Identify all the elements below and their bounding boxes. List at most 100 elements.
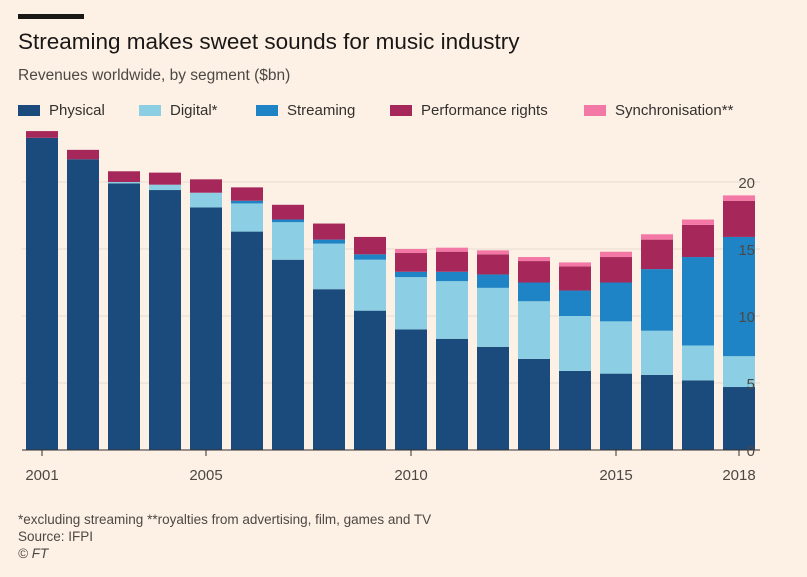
bar-2018-digital (723, 356, 755, 388)
bar-2009-performance-rights (354, 236, 386, 255)
bar-2005-performance-rights (190, 179, 222, 193)
bar-2006-streaming (231, 200, 263, 204)
legend-label-digital: Digital* (170, 102, 218, 119)
bar-2015-synchronisation (600, 251, 632, 258)
bar-2007-digital (272, 222, 304, 260)
chart-title: Streaming makes sweet sounds for music i… (18, 29, 520, 54)
x-tick-label-2010: 2010 (394, 467, 427, 484)
legend-swatch-digital (139, 105, 161, 116)
bar-2016-performance-rights (641, 239, 673, 270)
bar-2009-physical (354, 310, 386, 450)
legend-item-streaming: Streaming (256, 102, 355, 119)
bar-2002-performance-rights (67, 149, 99, 160)
bar-2018-synchronisation (723, 195, 755, 201)
bar-2018-streaming (723, 236, 755, 357)
bar-2014-synchronisation (559, 262, 591, 267)
bar-2007-physical (272, 259, 304, 450)
legend-label-synchronisation: Synchronisation** (615, 102, 734, 119)
x-tick-label-2018: 2018 (722, 467, 755, 484)
bar-2004-digital (149, 184, 181, 191)
y-tick-label-15: 15 (738, 242, 755, 259)
bar-2012-performance-rights (477, 254, 509, 275)
bar-2009-digital (354, 259, 386, 311)
legend-item-digital: Digital* (139, 102, 218, 119)
bar-2007-streaming (272, 219, 304, 223)
legend-item-performance-rights: Performance rights (390, 102, 548, 119)
bar-2006-performance-rights (231, 187, 263, 201)
bar-2017-digital (682, 345, 714, 381)
bar-2016-digital (641, 330, 673, 375)
bar-2010-performance-rights (395, 253, 427, 272)
legend-swatch-physical (18, 105, 40, 116)
bar-2003-digital (108, 182, 140, 184)
bar-2013-performance-rights (518, 261, 550, 283)
legend-swatch-performance-rights (390, 105, 412, 116)
bar-2011-synchronisation (436, 247, 468, 252)
source-text: Source: IFPI (18, 529, 94, 544)
bar-2012-physical (477, 346, 509, 450)
stacked-bar-chart: 0 5 10 15 20 2001 2005 2010 2015 2018 (22, 131, 760, 484)
x-tick-label-2015: 2015 (599, 467, 632, 484)
bar-2002-physical (67, 159, 99, 450)
bar-2010-physical (395, 329, 427, 450)
bar-2003-physical (108, 183, 140, 450)
bar-2018-physical (723, 387, 755, 450)
bar-2017-synchronisation (682, 219, 714, 225)
legend-item-synchronisation: Synchronisation** (584, 102, 733, 119)
bar-2015-streaming (600, 282, 632, 322)
x-tick-label-2005: 2005 (189, 467, 222, 484)
bar-2004-performance-rights (149, 172, 181, 185)
bar-2016-physical (641, 374, 673, 450)
bar-2013-streaming (518, 282, 550, 302)
bar-2014-performance-rights (559, 266, 591, 291)
bar-2014-physical (559, 370, 591, 450)
bar-2014-digital (559, 316, 591, 371)
bar-2015-digital (600, 321, 632, 374)
bar-2001-performance-rights (26, 131, 58, 138)
bar-2013-synchronisation (518, 257, 550, 262)
bar-2004-physical (149, 190, 181, 451)
bar-2008-streaming (313, 239, 345, 244)
footnote-text: *excluding streaming **royalties from ad… (18, 512, 432, 527)
bar-2013-physical (518, 358, 550, 450)
bar-2001-physical (26, 137, 58, 450)
y-tick-label-20: 20 (738, 175, 755, 192)
bar-2008-performance-rights (313, 223, 345, 240)
bar-2012-synchronisation (477, 250, 509, 255)
y-tick-label-0: 0 (747, 443, 755, 460)
bar-2010-streaming (395, 271, 427, 278)
bar-2017-physical (682, 380, 714, 450)
bar-2005-digital (190, 192, 222, 208)
bar-2011-physical (436, 338, 468, 450)
legend-label-physical: Physical (49, 102, 105, 119)
chart-subtitle: Revenues worldwide, by segment ($bn) (18, 67, 291, 84)
bar-2016-synchronisation (641, 234, 673, 240)
bar-2012-streaming (477, 274, 509, 288)
y-tick-label-10: 10 (738, 309, 755, 326)
bar-2016-streaming (641, 269, 673, 331)
chart-footnotes: *excluding streaming **royalties from ad… (18, 511, 431, 562)
legend-item-physical: Physical (18, 102, 105, 119)
bar-2018-performance-rights (723, 200, 755, 237)
bar-2009-streaming (354, 254, 386, 260)
x-tick-label-2001: 2001 (25, 467, 58, 484)
bar-2011-digital (436, 281, 468, 339)
bar-2010-synchronisation (395, 249, 427, 254)
ft-brand-bar (18, 14, 84, 19)
bar-2013-digital (518, 301, 550, 359)
bar-2003-performance-rights (108, 171, 140, 182)
legend-swatch-streaming (256, 105, 278, 116)
bar-2014-streaming (559, 290, 591, 316)
bar-2008-physical (313, 289, 345, 450)
legend-label-streaming: Streaming (287, 102, 356, 119)
ft-credit: © FT (18, 546, 49, 561)
bar-2006-digital (231, 203, 263, 232)
bar-2015-performance-rights (600, 257, 632, 283)
bar-2015-physical (600, 373, 632, 450)
legend-label-performance-rights: Performance rights (421, 102, 548, 119)
y-tick-label-5: 5 (747, 376, 755, 393)
bar-2011-streaming (436, 271, 468, 282)
bar-2017-performance-rights (682, 224, 714, 258)
bar-2010-digital (395, 277, 427, 330)
bar-2012-digital (477, 287, 509, 347)
